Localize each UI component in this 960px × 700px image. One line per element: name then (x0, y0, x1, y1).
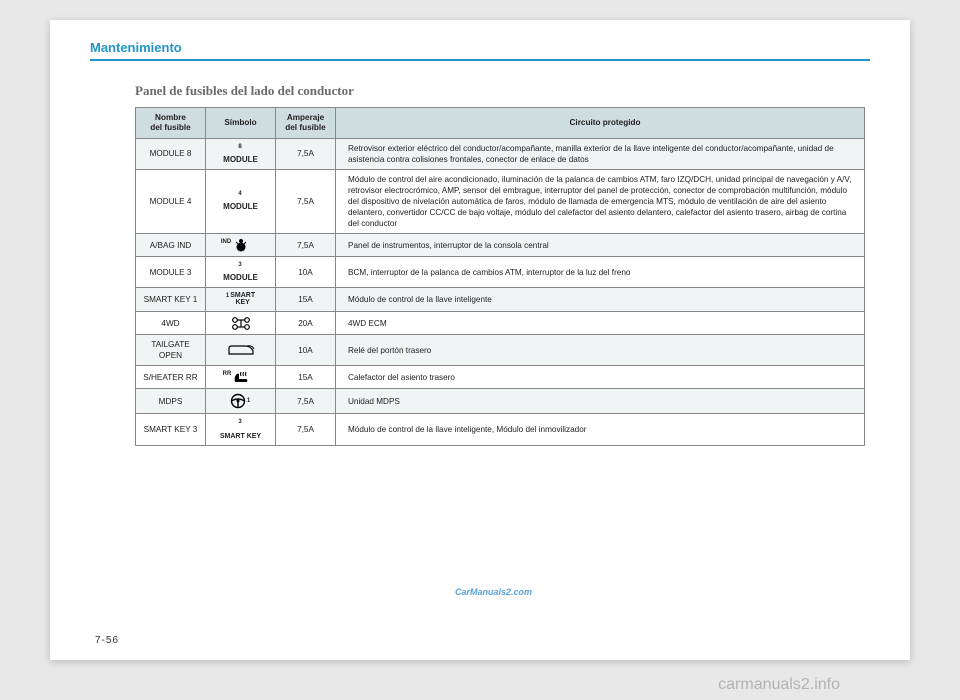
fuse-name: MODULE 3 (136, 257, 206, 288)
fuse-name: 4WD (136, 312, 206, 335)
fuse-symbol: 3SMART KEY (206, 414, 276, 445)
fuse-amp: 7,5A (276, 389, 336, 414)
fuse-desc: Módulo de control del aire acondicionado… (336, 169, 865, 233)
fuse-symbol: RR (206, 366, 276, 389)
fuse-amp: 15A (276, 366, 336, 389)
fuse-desc: 4WD ECM (336, 312, 865, 335)
fuse-amp: 7,5A (276, 169, 336, 233)
watermark-overlay: CarManuals2.com (455, 587, 532, 597)
footer-watermark: carmanuals2.info (718, 676, 840, 694)
steering-icon (230, 393, 246, 409)
seat-heater-icon (232, 370, 250, 384)
fuse-name: S/HEATER RR (136, 366, 206, 389)
table-title: Panel de fusibles del lado del conductor (135, 83, 870, 99)
fuse-amp: 10A (276, 257, 336, 288)
fuse-amp: 20A (276, 312, 336, 335)
fuse-symbol: IND (206, 234, 276, 257)
fuse-table: Nombredel fusible Símbolo Amperajedel fu… (135, 107, 865, 446)
table-row: SMART KEY 11SMARTKEY15AMódulo de control… (136, 288, 865, 312)
col-amp-header: Amperajedel fusible (276, 108, 336, 139)
table-row: MODULE 44MODULE7,5AMódulo de control del… (136, 169, 865, 233)
table-header-row: Nombredel fusible Símbolo Amperajedel fu… (136, 108, 865, 139)
manual-page: Mantenimiento Panel de fusibles del lado… (50, 20, 910, 660)
tailgate-icon (227, 343, 255, 357)
fuse-symbol: 3MODULE (206, 257, 276, 288)
table-row: MDPS17,5AUnidad MDPS (136, 389, 865, 414)
fuse-amp: 7,5A (276, 138, 336, 169)
table-body: MODULE 88MODULE7,5ARetrovisor exterior e… (136, 138, 865, 445)
fuse-amp: 10A (276, 335, 336, 366)
table-row: MODULE 33MODULE10ABCM, interruptor de la… (136, 257, 865, 288)
fuse-name: A/BAG IND (136, 234, 206, 257)
airbag-icon (232, 238, 250, 252)
fuse-name: SMART KEY 1 (136, 288, 206, 312)
fuse-desc: Calefactor del asiento trasero (336, 366, 865, 389)
fuse-symbol: 1 (206, 389, 276, 414)
fuse-symbol: 8MODULE (206, 138, 276, 169)
fuse-symbol: 1SMARTKEY (206, 288, 276, 312)
col-desc-header: Circuito protegido (336, 108, 865, 139)
page-number: 7-56 (95, 635, 119, 646)
fuse-desc: Relé del portón trasero (336, 335, 865, 366)
fuse-symbol (206, 312, 276, 335)
table-row: SMART KEY 33SMART KEY7,5AMódulo de contr… (136, 414, 865, 445)
fuse-desc: BCM, interruptor de la palanca de cambio… (336, 257, 865, 288)
fuse-desc: Módulo de control de la llave inteligent… (336, 288, 865, 312)
table-row: MODULE 88MODULE7,5ARetrovisor exterior e… (136, 138, 865, 169)
fuse-name: TAILGATEOPEN (136, 335, 206, 366)
fuse-name: MDPS (136, 389, 206, 414)
fuse-desc: Módulo de control de la llave inteligent… (336, 414, 865, 445)
fuse-name: SMART KEY 3 (136, 414, 206, 445)
fuse-amp: 7,5A (276, 234, 336, 257)
fuse-amp: 7,5A (276, 414, 336, 445)
fuse-amp: 15A (276, 288, 336, 312)
fuse-name: MODULE 8 (136, 138, 206, 169)
fuse-name: MODULE 4 (136, 169, 206, 233)
table-row: S/HEATER RRRR15ACalefactor del asiento t… (136, 366, 865, 389)
table-row: A/BAG INDIND7,5APanel de instrumentos, i… (136, 234, 865, 257)
table-row: 4WD 20A4WD ECM (136, 312, 865, 335)
fuse-desc: Panel de instrumentos, interruptor de la… (336, 234, 865, 257)
fuse-symbol (206, 335, 276, 366)
header-rule (90, 59, 870, 61)
fuse-desc: Unidad MDPS (336, 389, 865, 414)
section-header: Mantenimiento (90, 40, 870, 55)
fuse-symbol: 4MODULE (206, 169, 276, 233)
4wd-icon (231, 316, 251, 330)
table-row: TAILGATEOPEN 10ARelé del portón trasero (136, 335, 865, 366)
col-symbol-header: Símbolo (206, 108, 276, 139)
col-name-header: Nombredel fusible (136, 108, 206, 139)
fuse-desc: Retrovisor exterior eléctrico del conduc… (336, 138, 865, 169)
